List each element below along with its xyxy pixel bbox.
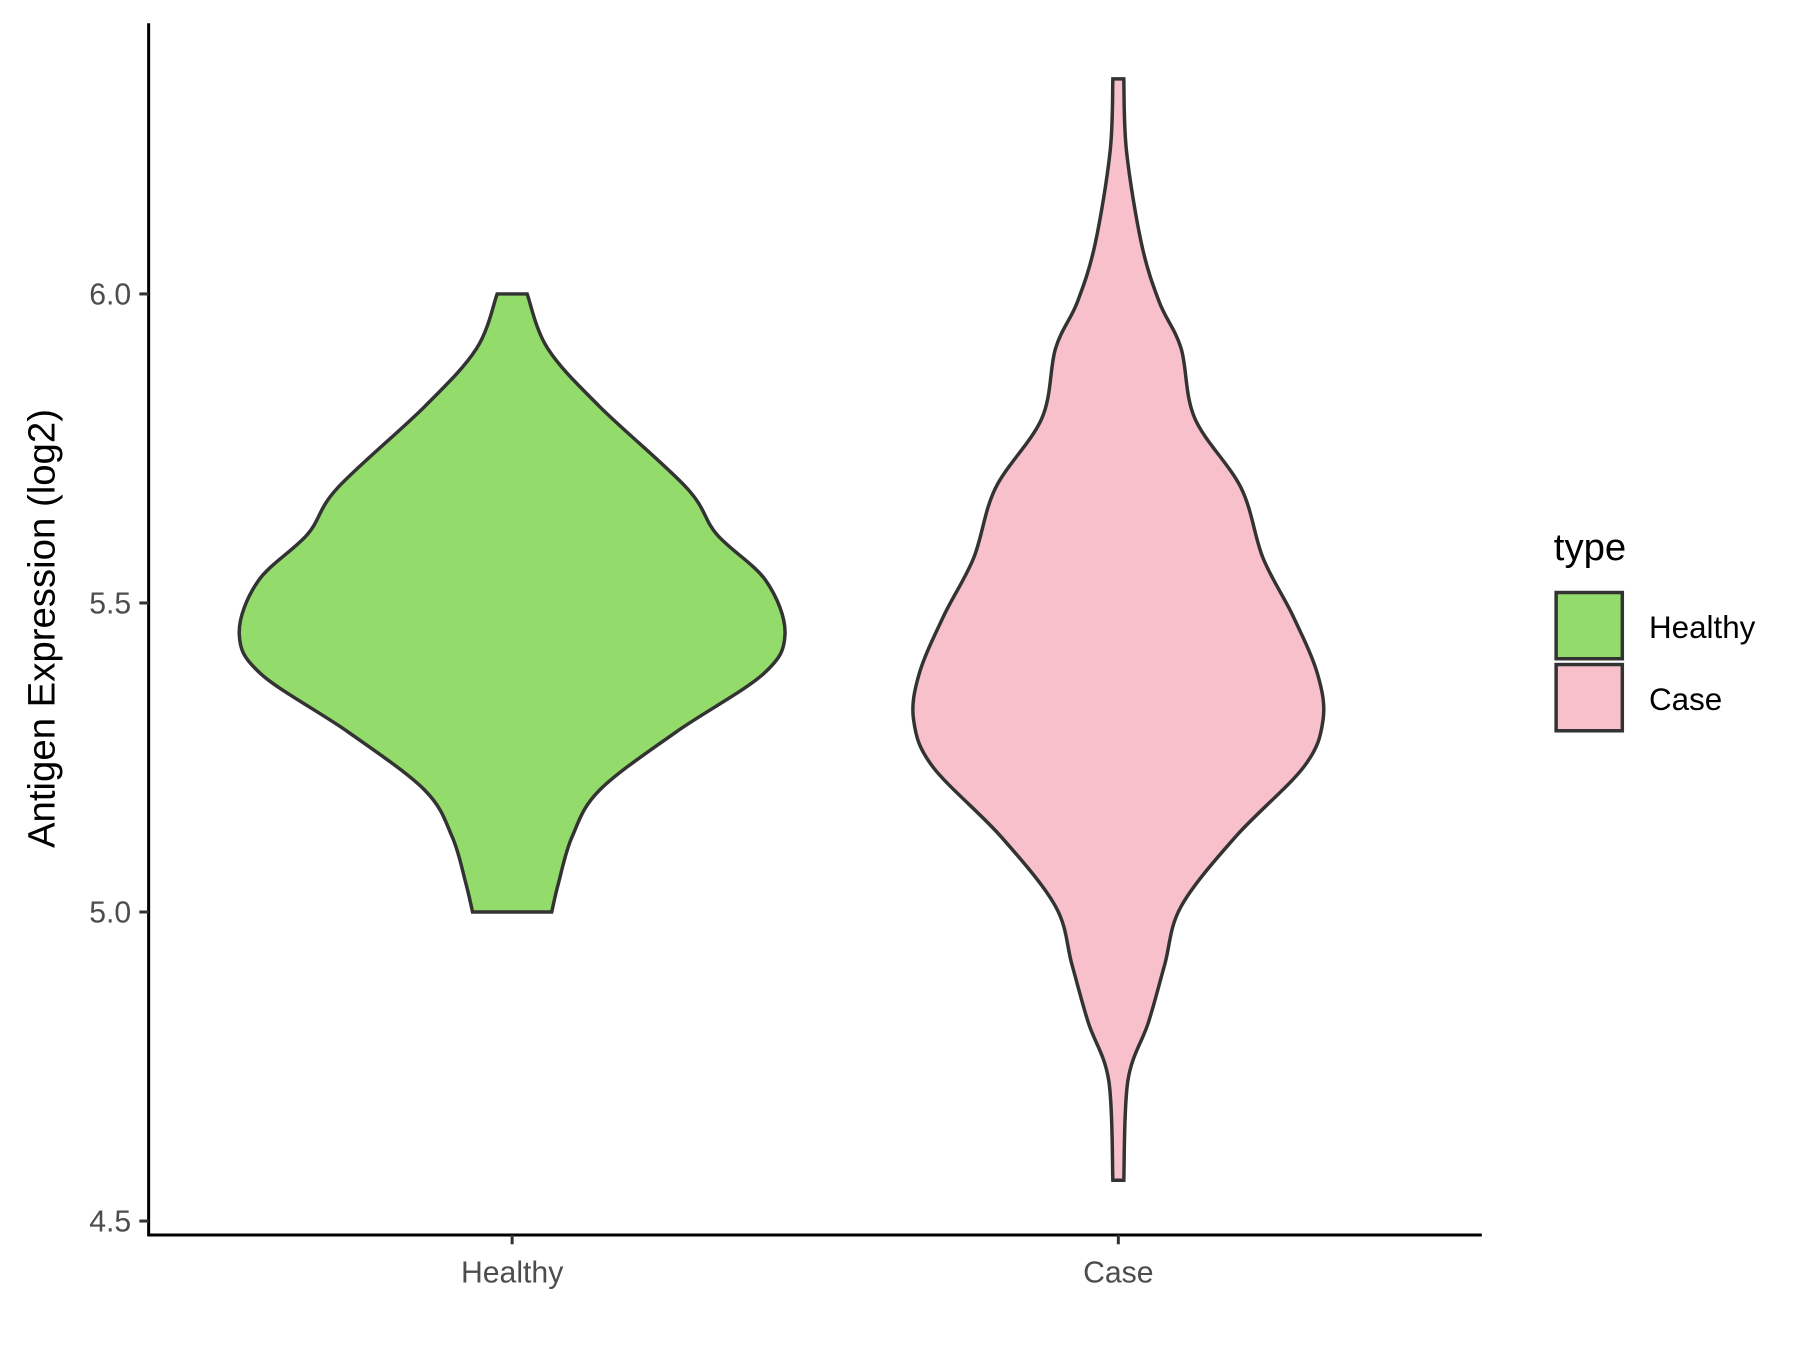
- legend-title: type: [1554, 526, 1626, 569]
- legend: Healthy Case: [1554, 590, 1756, 733]
- violin-case: [911, 77, 1326, 1182]
- x-ticks: Healthy Case: [461, 1234, 1154, 1290]
- y-axis-label: Antigen Expression (log2): [21, 409, 64, 848]
- legend-swatch-healthy: [1554, 590, 1625, 661]
- y-tick-label: 6.0: [89, 278, 131, 311]
- legend-swatch-case: [1554, 662, 1625, 733]
- y-tick-label: 4.5: [89, 1205, 131, 1238]
- x-tick-label: Healthy: [461, 1257, 564, 1290]
- y-tick-label: 5.0: [89, 896, 131, 929]
- y-ticks: 4.5 5.0 5.5 6.0: [89, 278, 149, 1238]
- y-tick-label: 5.5: [89, 587, 131, 620]
- violins: [237, 77, 1326, 1182]
- violin-healthy: [237, 292, 787, 914]
- legend-label: Healthy: [1649, 610, 1756, 645]
- x-tick-label: Case: [1083, 1257, 1153, 1290]
- legend-label: Case: [1649, 682, 1722, 717]
